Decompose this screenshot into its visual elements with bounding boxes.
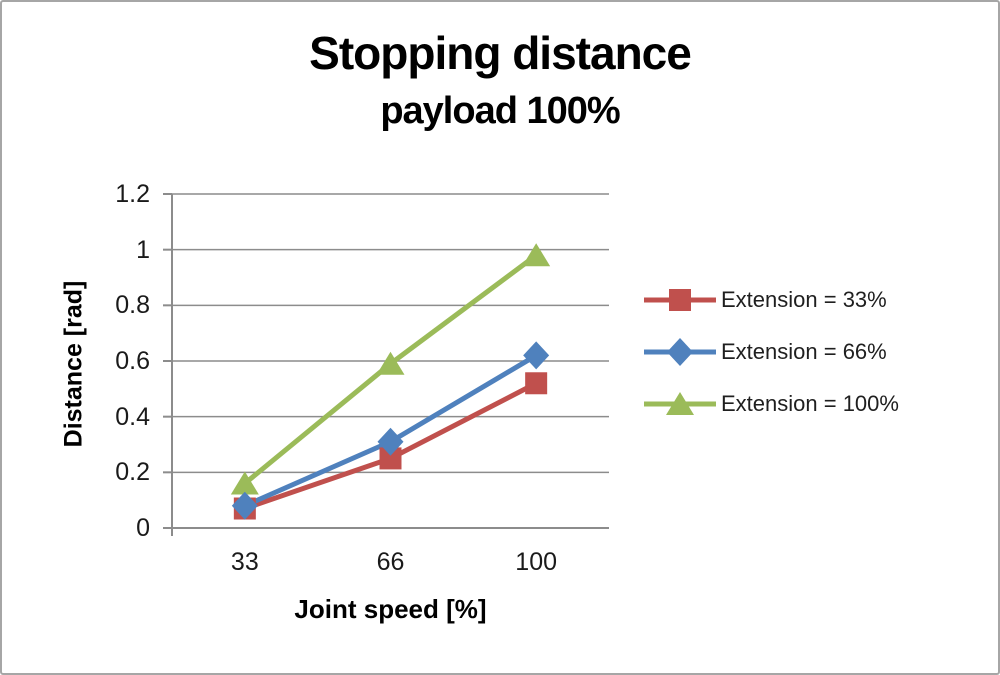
x-axis-title: Joint speed [%] <box>294 594 487 624</box>
y-tick-label: 0 <box>136 514 150 542</box>
chart-title: Stopping distance <box>309 27 692 79</box>
x-tick-label: 66 <box>376 548 405 576</box>
square-marker-icon <box>379 447 402 470</box>
square-marker-icon <box>525 372 548 395</box>
chart-subtitle: payload 100% <box>380 90 620 132</box>
y-tick-label: 1.2 <box>115 180 150 208</box>
diamond-marker-icon <box>377 427 404 456</box>
x-tick-label: 33 <box>230 548 259 576</box>
legend-swatch <box>644 392 716 415</box>
legend: Extension = 33% Extension = 66% Extension … <box>644 284 899 440</box>
y-tick-label: 0.2 <box>115 458 150 487</box>
diamond-marker-icon <box>667 338 693 366</box>
legend-label: Extension = 66% <box>721 339 887 364</box>
legend-entry: Extension = 66% <box>644 336 899 368</box>
legend-label: Extension = 100% <box>721 391 899 416</box>
y-tick-label: 1 <box>136 235 150 264</box>
y-tick-label: 0.8 <box>115 291 150 320</box>
legend-label: Extension = 33% <box>721 287 887 312</box>
diamond-marker-icon <box>523 341 550 370</box>
triangle-marker-icon <box>522 243 551 267</box>
legend-entry: Extension = 100% <box>644 388 899 420</box>
y-tick-label: 0.4 <box>115 402 150 431</box>
triangle-marker-icon <box>376 351 405 375</box>
legend-swatch <box>644 289 716 311</box>
x-tick-label: 100 <box>515 548 558 576</box>
y-tick-label: 0.6 <box>115 347 150 375</box>
triangle-marker-icon <box>666 392 694 415</box>
legend-entry: Extension = 33% <box>644 284 899 316</box>
triangle-marker-icon <box>230 471 259 495</box>
legend-swatch <box>644 338 716 366</box>
square-marker-icon <box>669 289 691 311</box>
diamond-marker-icon <box>231 491 258 520</box>
